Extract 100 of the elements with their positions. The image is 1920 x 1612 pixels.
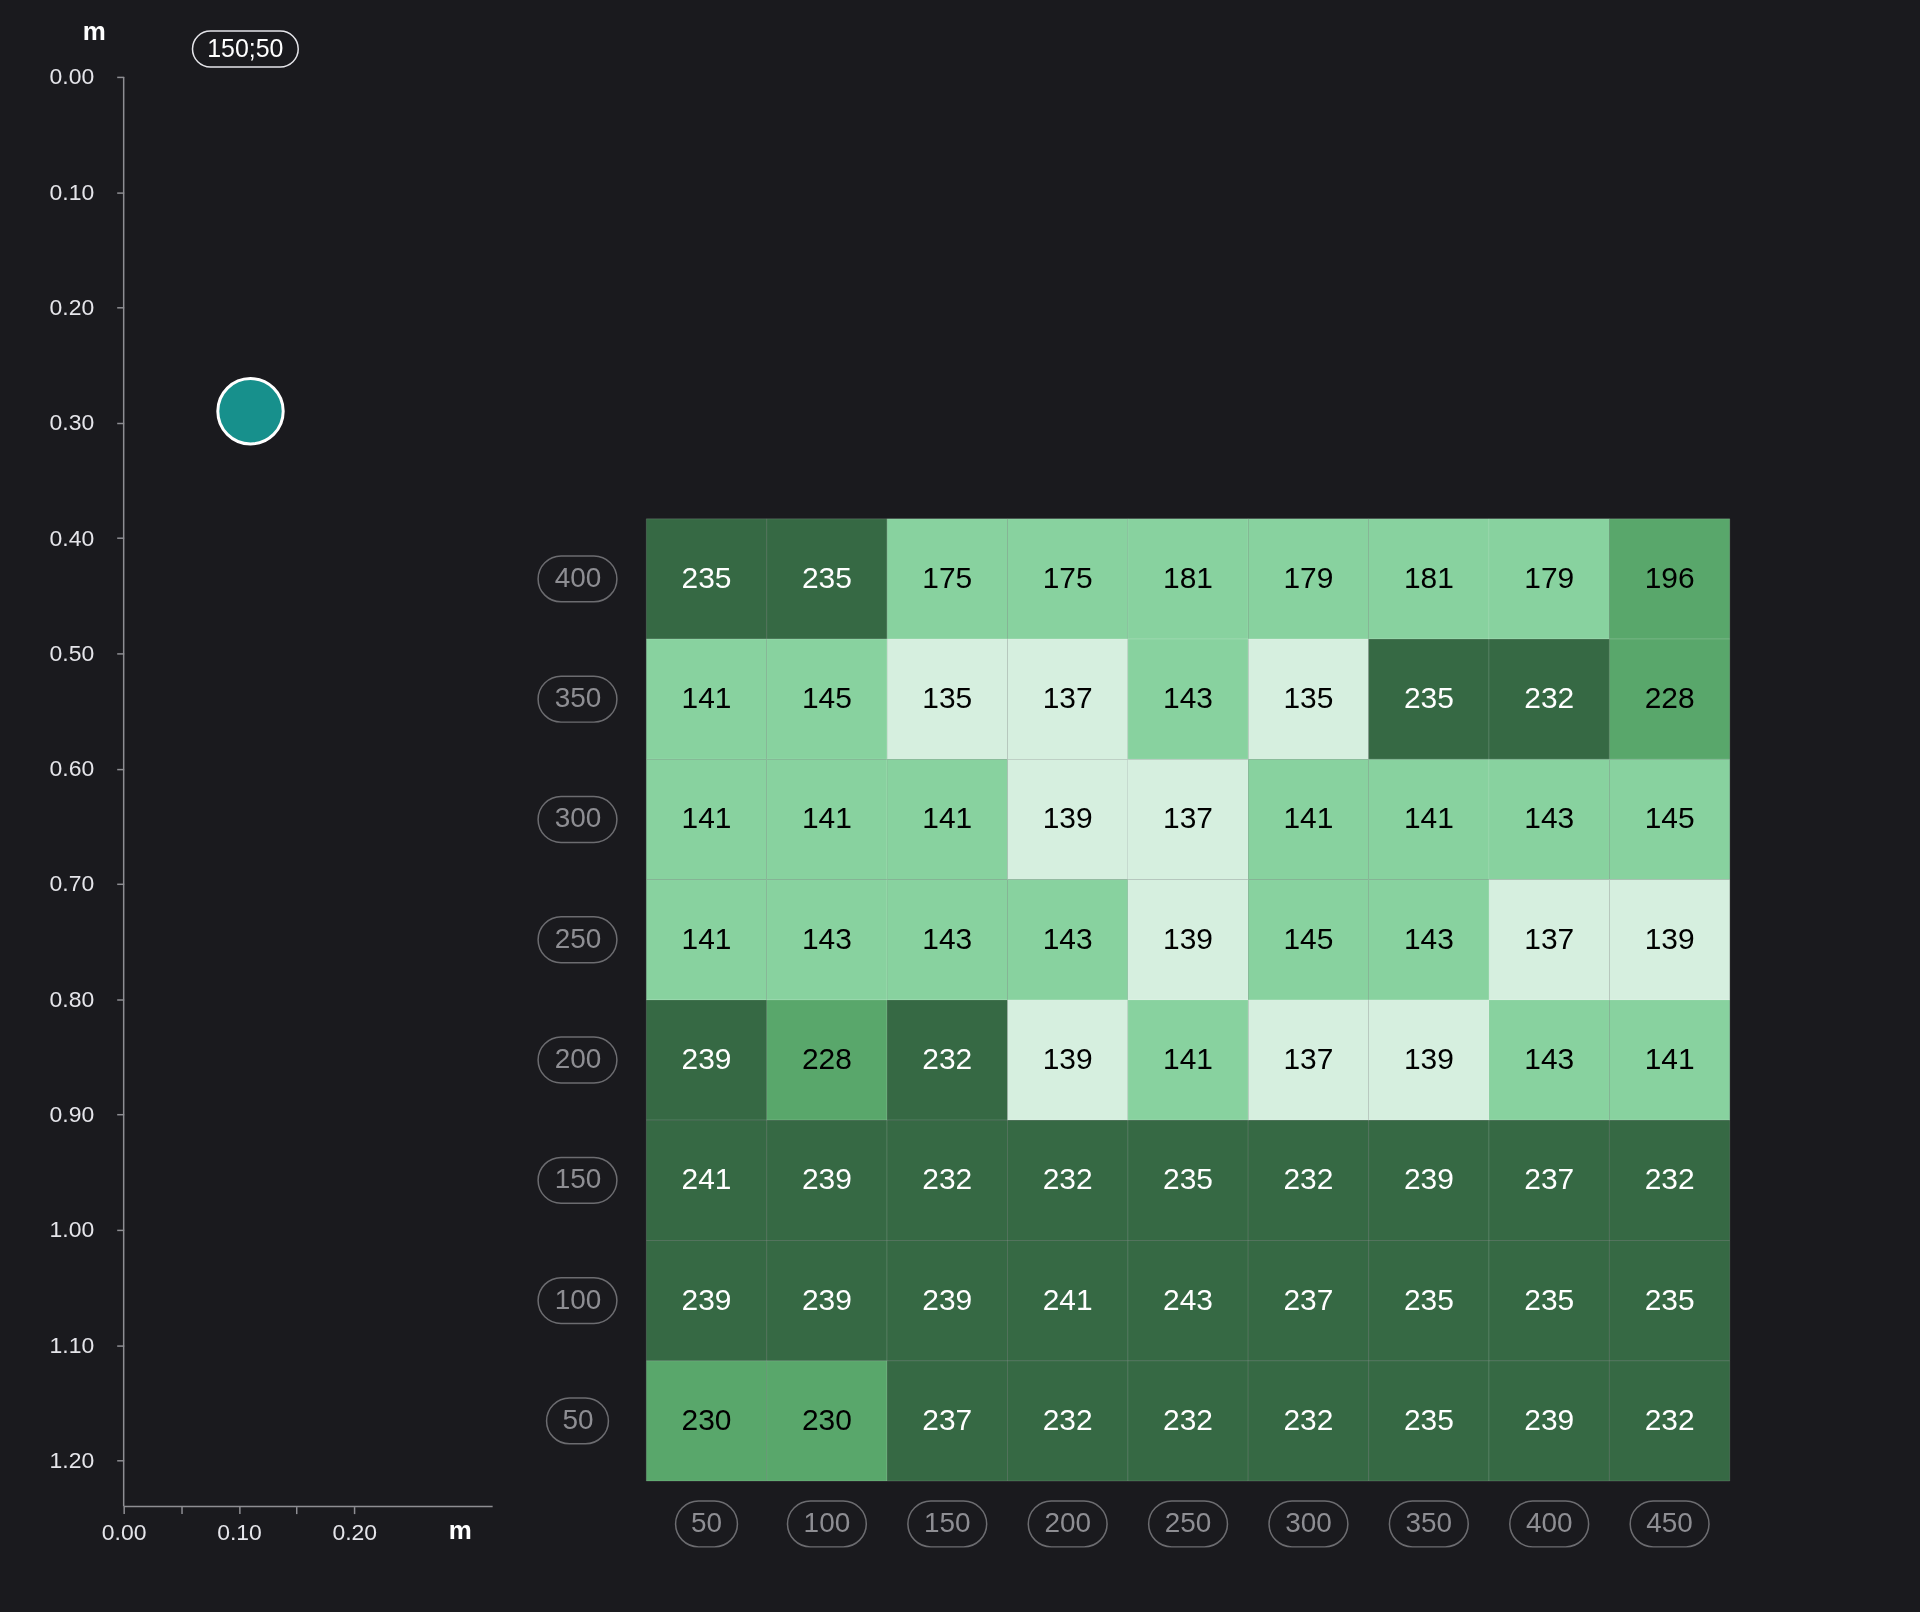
data-label: 232 (1042, 1402, 1093, 1436)
data-label: 196 (1644, 560, 1695, 594)
data-label: 181 (1163, 560, 1214, 594)
data-label: 139 (1042, 1042, 1093, 1076)
data-label: 143 (922, 921, 973, 955)
data-label: 137 (1283, 1042, 1334, 1076)
x-axis-title: m (448, 1516, 472, 1545)
data-label: 143 (1524, 1042, 1575, 1076)
y-tick-label: 400 (554, 561, 602, 593)
data-label: 239 (1524, 1402, 1575, 1436)
data-label: 141 (1403, 801, 1454, 835)
data-label: 232 (1644, 1162, 1695, 1196)
y-tick-label: 0.40 (49, 524, 95, 551)
data-label: 241 (681, 1162, 732, 1196)
data-label: 228 (1644, 681, 1695, 715)
x-tick-label: 0.00 (101, 1519, 147, 1546)
chart-title: 150;50 (207, 33, 284, 62)
data-label: 237 (1524, 1162, 1575, 1196)
data-label: 137 (1524, 921, 1575, 955)
data-label: 235 (681, 560, 732, 594)
data-label: 239 (681, 1042, 732, 1076)
data-label: 232 (1524, 681, 1575, 715)
data-label: 179 (1283, 560, 1334, 594)
data-label: 179 (1524, 560, 1575, 594)
data-label: 141 (1644, 1042, 1695, 1076)
data-label: 181 (1403, 560, 1454, 594)
x-tick-label: 50 (690, 1507, 723, 1539)
data-label: 139 (1644, 921, 1695, 955)
y-tick-label: 100 (554, 1283, 602, 1315)
data-label: 241 (1042, 1282, 1093, 1316)
data-label: 145 (801, 681, 852, 715)
data-label: 175 (1042, 560, 1093, 594)
data-label: 232 (1283, 1162, 1334, 1196)
y-tick-label: 300 (554, 802, 602, 834)
data-label: 232 (1163, 1402, 1214, 1436)
data-label: 243 (1163, 1282, 1214, 1316)
data-label: 232 (922, 1162, 973, 1196)
y-tick-label: 1.00 (49, 1216, 95, 1243)
y-tick-label: 0.00 (49, 63, 95, 90)
data-label: 239 (801, 1282, 852, 1316)
data-label: 141 (681, 801, 732, 835)
y-tick-label: 0.10 (49, 178, 95, 205)
x-tick-label: 200 (1044, 1507, 1091, 1539)
y-tick-label: 50 (562, 1403, 594, 1435)
x-tick-label: 250 (1164, 1507, 1212, 1539)
data-label: 239 (681, 1282, 732, 1316)
y-tick-label: 0.30 (49, 409, 95, 436)
data-label: 232 (1042, 1162, 1093, 1196)
data-label: 143 (1524, 801, 1575, 835)
data-label: 232 (1644, 1402, 1695, 1436)
y-tick-label: 350 (554, 682, 602, 714)
data-label: 135 (1283, 681, 1334, 715)
x-tick-label: 400 (1525, 1507, 1573, 1539)
data-label: 239 (922, 1282, 973, 1316)
y-tick-label: 1.20 (49, 1446, 95, 1473)
y-tick-label: 1.10 (49, 1331, 95, 1358)
data-label: 230 (801, 1402, 852, 1436)
data-label: 135 (922, 681, 973, 715)
data-label: 232 (1283, 1402, 1334, 1436)
x-tick-label: 150 (924, 1507, 971, 1539)
y-tick-label: 250 (554, 922, 602, 954)
x-tick-label: 0.10 (217, 1519, 262, 1546)
data-label: 141 (1283, 801, 1334, 835)
data-label: 230 (681, 1402, 732, 1436)
y-tick-label: 0.90 (49, 1101, 95, 1128)
x-tick-label: 100 (803, 1507, 851, 1539)
data-label: 139 (1042, 801, 1093, 835)
data-label: 228 (801, 1042, 852, 1076)
data-label: 139 (1163, 921, 1214, 955)
data-label: 143 (801, 921, 852, 955)
x-tick-label: 350 (1405, 1507, 1453, 1539)
data-label: 235 (1163, 1162, 1214, 1196)
data-label: 145 (1283, 921, 1334, 955)
data-label: 239 (801, 1162, 852, 1196)
y-tick-label: 0.20 (49, 293, 95, 320)
data-label: 139 (1403, 1042, 1454, 1076)
x-tick-label: 0.20 (332, 1519, 378, 1546)
data-label: 137 (1042, 681, 1093, 715)
data-label: 141 (1163, 1042, 1214, 1076)
data-label: 141 (681, 681, 732, 715)
data-label: 235 (1403, 681, 1454, 715)
data-label: 235 (1524, 1282, 1575, 1316)
data-label: 235 (1403, 1282, 1454, 1316)
y-axis-title: m (82, 17, 106, 46)
data-label: 141 (801, 801, 852, 835)
x-tick-label: 450 (1646, 1507, 1693, 1539)
y-tick-label: 0.80 (49, 985, 95, 1012)
data-label: 235 (1644, 1282, 1695, 1316)
data-label: 143 (1163, 681, 1214, 715)
data-label: 239 (1403, 1162, 1454, 1196)
data-label: 137 (1163, 801, 1214, 835)
data-label: 143 (1042, 921, 1093, 955)
data-label: 235 (1403, 1402, 1454, 1436)
data-label: 141 (922, 801, 973, 835)
y-tick-label: 0.50 (49, 639, 95, 666)
data-label: 237 (922, 1402, 973, 1436)
y-tick-label: 200 (554, 1043, 602, 1075)
data-label: 145 (1644, 801, 1695, 835)
data-label: 175 (922, 560, 973, 594)
data-label: 235 (801, 560, 852, 594)
